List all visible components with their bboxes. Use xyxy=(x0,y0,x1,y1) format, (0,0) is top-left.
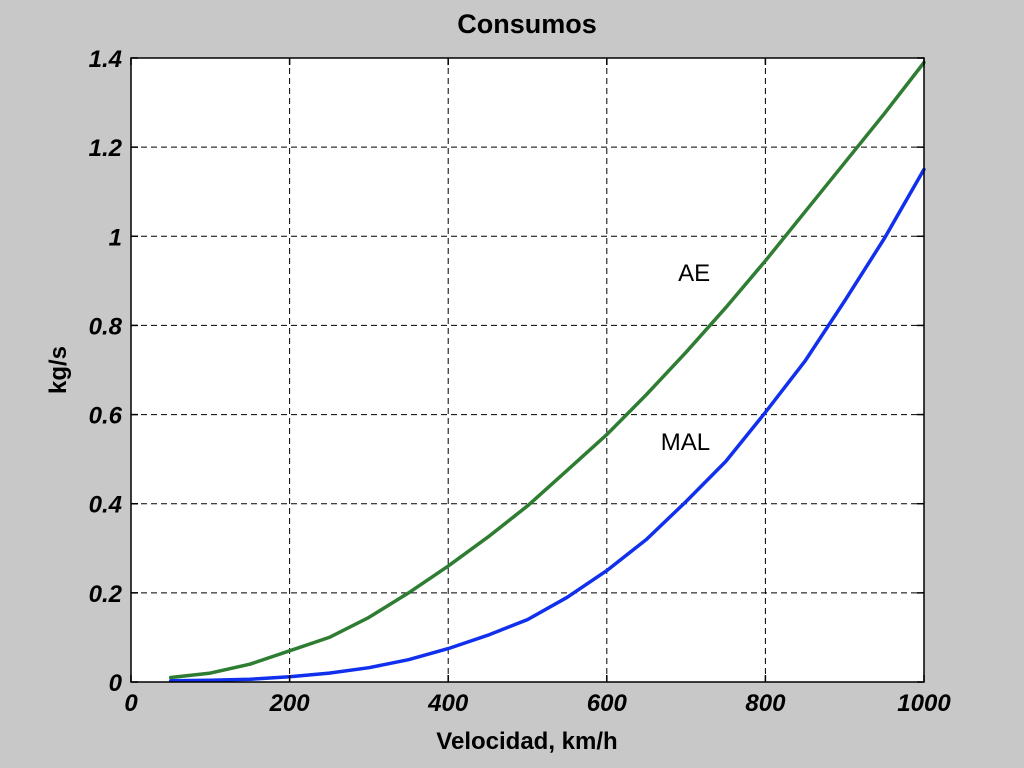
y-tick-label: 0.8 xyxy=(89,313,123,340)
plot-frame xyxy=(130,57,925,683)
y-tick-label: 0.4 xyxy=(89,492,122,519)
series-layer xyxy=(168,60,926,683)
x-tick-label: 200 xyxy=(269,690,311,717)
y-tick-label: 1.2 xyxy=(89,135,123,162)
series-line-ae xyxy=(168,60,926,680)
y-axis-label: kg/s xyxy=(45,346,72,394)
annotation-mal: MAL xyxy=(661,429,710,456)
x-tick-label: 1000 xyxy=(897,690,951,717)
x-tick-label: 600 xyxy=(587,690,628,717)
chart-title: Consumos xyxy=(457,9,597,39)
annotation-ae: AE xyxy=(678,260,710,287)
grid xyxy=(131,58,924,682)
plot-area xyxy=(131,58,924,682)
x-tick-label: 400 xyxy=(427,690,469,717)
x-tick-label: 800 xyxy=(745,690,786,717)
y-tick-label: 0 xyxy=(109,670,123,697)
annotations: AE MAL xyxy=(661,260,710,456)
y-tick-label: 0.2 xyxy=(89,581,123,608)
y-tick-label: 1.4 xyxy=(89,46,122,73)
ticks: 0 200 400 600 800 1000 0 0.2 0.4 0.6 0.8 1 1.2 1.4 xyxy=(89,46,952,717)
y-tick-label: 0.6 xyxy=(89,403,123,430)
x-axis-label: Velocidad, km/h xyxy=(436,728,617,755)
series-line-mal xyxy=(168,167,926,683)
x-tick-label: 0 xyxy=(124,690,138,717)
y-tick-label: 1 xyxy=(109,224,122,251)
